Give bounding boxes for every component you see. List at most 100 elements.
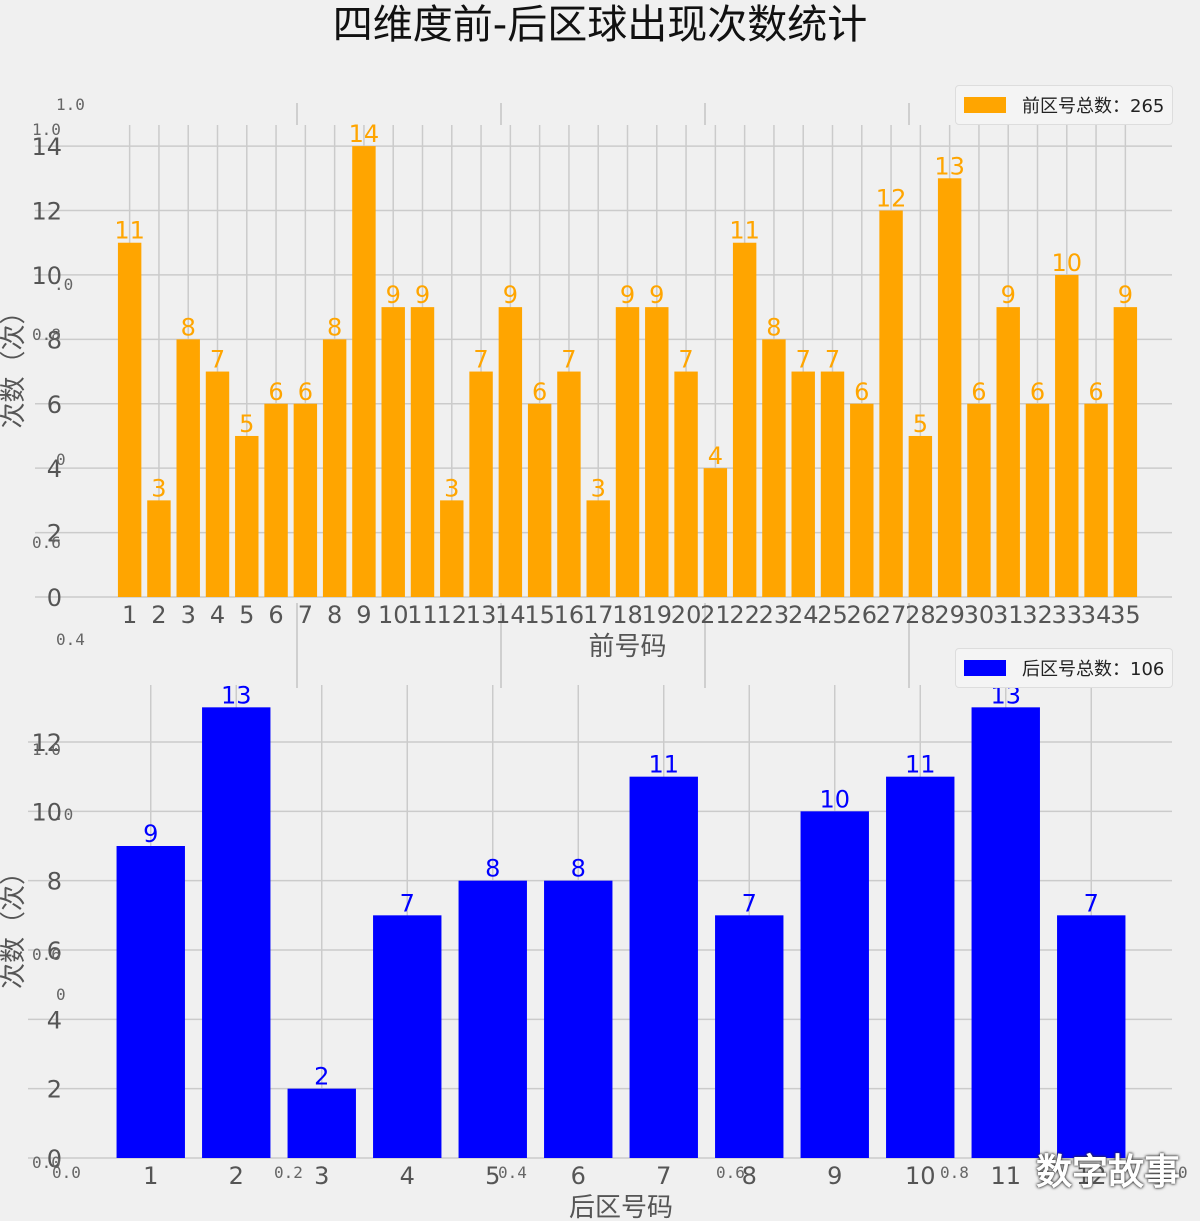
bar-value-label: 3 xyxy=(151,474,166,502)
x-tick-label: 17 xyxy=(583,601,614,629)
y-tick-label: 6 xyxy=(47,391,62,419)
x-tick-label: 3 xyxy=(181,601,196,629)
ghost-tick-label: 1.0 xyxy=(56,95,85,114)
bar-value-label: 7 xyxy=(1084,889,1099,917)
bar xyxy=(373,915,442,1158)
bar xyxy=(176,339,200,597)
ghost-tick-label: 0 xyxy=(56,985,66,1004)
bar-value-label: 11 xyxy=(648,751,679,779)
x-tick-label: 28 xyxy=(905,601,936,629)
bar xyxy=(586,500,610,597)
x-tick-label: 35 xyxy=(1110,601,1141,629)
bar xyxy=(908,435,933,597)
x-axis-label: 前号码 xyxy=(588,632,666,662)
x-tick-label: 18 xyxy=(612,601,643,629)
bar xyxy=(498,307,523,597)
bar xyxy=(615,307,640,597)
ghost-tick-label: 0.4 xyxy=(498,1163,527,1182)
x-tick-label: 7 xyxy=(656,1162,671,1190)
bar xyxy=(458,880,527,1158)
x-tick-label: 15 xyxy=(524,601,555,629)
bar xyxy=(287,1088,356,1158)
ghost-tick-label: 0 xyxy=(1178,1163,1188,1182)
bar-value-label: 9 xyxy=(415,281,430,309)
y-tick-label: 8 xyxy=(47,326,62,354)
bar xyxy=(732,242,757,598)
bar-value-label: 7 xyxy=(796,346,811,374)
ghost-tick-label: 0.0 xyxy=(32,1153,61,1172)
x-tick-label: 6 xyxy=(268,601,283,629)
legend-front-label: 前区号总数：265 xyxy=(1022,96,1165,117)
bar xyxy=(381,307,405,597)
ghost-tick-label: 1.0 xyxy=(32,120,61,139)
ghost-tick-label: .0 xyxy=(54,275,73,294)
bar-value-label: 6 xyxy=(854,378,869,406)
bar-value-label: 7 xyxy=(561,346,576,374)
x-tick-label: 16 xyxy=(554,601,585,629)
bar xyxy=(996,307,1020,597)
x-tick-label: 3 xyxy=(314,1162,329,1190)
bar-value-label: 7 xyxy=(473,346,488,374)
x-tick-label: 5 xyxy=(485,1162,500,1190)
bar xyxy=(1055,274,1079,597)
bar-value-label: 10 xyxy=(1052,249,1083,277)
x-tick-label: 7 xyxy=(298,601,313,629)
y-tick-label: 4 xyxy=(47,1006,62,1034)
x-tick-label: 10 xyxy=(378,601,409,629)
x-tick-label: 4 xyxy=(400,1162,415,1190)
y-tick-label: 4 xyxy=(47,455,62,483)
bar-value-label: 9 xyxy=(1001,281,1016,309)
ghost-tick-label: 0.8 xyxy=(940,1163,969,1182)
bar-value-label: 9 xyxy=(1118,281,1133,309)
x-tick-label: 27 xyxy=(876,601,907,629)
x-tick-label: 26 xyxy=(847,601,878,629)
bar xyxy=(971,707,1040,1158)
y-tick-label: 12 xyxy=(31,198,62,226)
x-tick-label: 32 xyxy=(1022,601,1053,629)
x-tick-label: 4 xyxy=(210,601,225,629)
bar xyxy=(544,880,613,1158)
bar-value-label: 4 xyxy=(708,442,723,470)
ghost-tick-label: 0.8 xyxy=(32,325,61,344)
x-tick-label: 13 xyxy=(466,601,497,629)
x-tick-label: 30 xyxy=(964,601,995,629)
bar xyxy=(629,776,698,1158)
x-tick-label: 31 xyxy=(993,601,1024,629)
bar-value-label: 3 xyxy=(444,474,459,502)
ghost-tick-label: 0.6 xyxy=(32,945,61,964)
legend-back-swatch xyxy=(964,660,1006,676)
bar-value-label: 8 xyxy=(571,855,586,883)
y-tick-label: 2 xyxy=(47,520,62,548)
x-tick-label: 5 xyxy=(239,601,254,629)
bar-value-label: 10 xyxy=(819,785,850,813)
ghost-tick-label: 1.0 xyxy=(32,740,61,759)
ghost-tick-label: 0.0 xyxy=(52,1163,81,1182)
bar xyxy=(557,371,581,597)
bar-value-label: 8 xyxy=(766,313,781,341)
ghost-tick-label: 0.6 xyxy=(716,1163,745,1182)
y-tick-label: 0 xyxy=(47,584,62,612)
bar xyxy=(440,500,464,597)
bar-value-label: 9 xyxy=(620,281,635,309)
x-tick-label: 8 xyxy=(327,601,342,629)
bar xyxy=(967,403,991,597)
y-tick-label: 14 xyxy=(31,133,62,161)
ghost-tick-label: 0.2 xyxy=(274,1163,303,1182)
bar xyxy=(1084,403,1108,597)
bar xyxy=(1113,307,1138,597)
legend-back-label: 后区号总数：106 xyxy=(1022,659,1165,680)
x-tick-label: 2 xyxy=(151,601,166,629)
y-axis-label: 次数（次） xyxy=(0,859,29,989)
ghost-tick-label: .0 xyxy=(54,805,73,824)
watermark-text: 数字故事 xyxy=(1035,1152,1180,1193)
bar-value-label: 13 xyxy=(221,681,252,709)
bar xyxy=(293,403,318,597)
x-tick-label: 24 xyxy=(788,601,819,629)
bar xyxy=(205,371,230,597)
bar-value-label: 3 xyxy=(591,474,606,502)
bar-value-label: 8 xyxy=(327,313,342,341)
y-tick-label: 10 xyxy=(31,798,62,826)
bar-value-label: 11 xyxy=(905,751,936,779)
x-tick-label: 19 xyxy=(642,601,673,629)
